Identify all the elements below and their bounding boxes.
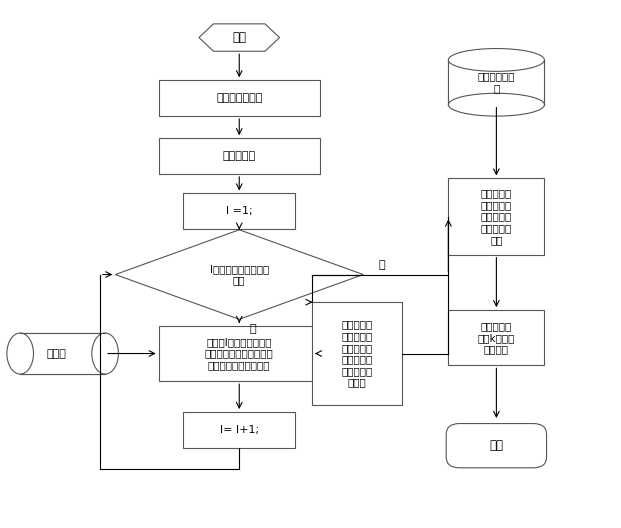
FancyBboxPatch shape — [20, 333, 105, 374]
FancyBboxPatch shape — [159, 80, 320, 116]
FancyBboxPatch shape — [312, 302, 402, 405]
Polygon shape — [116, 230, 363, 319]
FancyBboxPatch shape — [448, 60, 545, 105]
Ellipse shape — [448, 49, 545, 71]
Text: 开始: 开始 — [232, 31, 247, 44]
FancyBboxPatch shape — [448, 178, 545, 255]
Text: 根据索引计
算对应的数
据点与查询
指纹之间的
距离: 根据索引计 算对应的数 据点与查询 指纹之间的 距离 — [481, 188, 512, 245]
Text: l =1;: l =1; — [226, 206, 253, 216]
Text: l小于给定的哈希表的
长度: l小于给定的哈希表的 长度 — [210, 263, 269, 285]
FancyBboxPatch shape — [448, 310, 545, 365]
Text: 哈希表: 哈希表 — [46, 348, 66, 359]
Text: 找出距离最
小的k个点即
为近邻点: 找出距离最 小的k个点即 为近邻点 — [478, 321, 515, 354]
FancyBboxPatch shape — [20, 333, 105, 374]
Polygon shape — [199, 24, 279, 51]
Ellipse shape — [448, 93, 545, 116]
Text: 查找第l个哈希表中的所
有哈希桶中与查询指纹发
生冲突的数据点的索引: 查找第l个哈希表中的所 有哈希桶中与查询指纹发 生冲突的数据点的索引 — [205, 337, 274, 370]
FancyBboxPatch shape — [183, 193, 295, 229]
Ellipse shape — [92, 333, 119, 374]
Text: l= l+1;: l= l+1; — [220, 425, 259, 435]
Ellipse shape — [7, 333, 34, 374]
Text: 原始数字指纹
集: 原始数字指纹 集 — [478, 71, 515, 93]
Text: 对得到的所
有冲突点的
索引，进行
排序，获得
无重复的索
引序列: 对得到的所 有冲突点的 索引，进行 排序，获得 无重复的索 引序列 — [342, 319, 373, 388]
FancyBboxPatch shape — [159, 138, 320, 174]
FancyBboxPatch shape — [448, 60, 545, 105]
FancyBboxPatch shape — [446, 423, 546, 468]
Text: 结束: 结束 — [489, 439, 504, 452]
Text: 否: 否 — [378, 260, 385, 270]
FancyBboxPatch shape — [183, 412, 295, 448]
Text: 查询指纹预处理: 查询指纹预处理 — [216, 93, 263, 103]
FancyBboxPatch shape — [159, 326, 320, 381]
Text: 是: 是 — [250, 324, 256, 334]
Text: 归一化处理: 归一化处理 — [223, 151, 256, 161]
